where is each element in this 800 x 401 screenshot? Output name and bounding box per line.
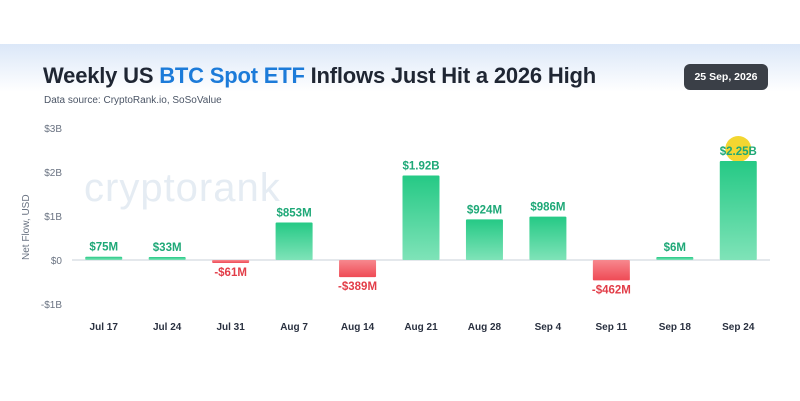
bar-jul-17	[85, 256, 123, 260]
data-label: $75M	[89, 242, 118, 254]
y-axis-title: Net Flow, USD	[21, 194, 32, 260]
x-tick-label: Aug 21	[404, 322, 438, 333]
x-axis: Jul 17 Jul 24 Jul 31 Aug 7 Aug 14 Aug 21 Aug 2…	[90, 322, 755, 333]
x-tick-label: Aug 14	[341, 322, 375, 333]
x-tick-label: Aug 7	[280, 322, 308, 333]
title-highlight: BTC Spot ETF	[159, 63, 305, 88]
x-tick-label: Sep 4	[535, 322, 562, 333]
x-tick-label: Sep 24	[722, 322, 755, 333]
data-label: -$462M	[592, 284, 631, 296]
data-source-subtitle: Data source: CryptoRank.io, SoSoValue	[44, 95, 222, 106]
data-label: $853M	[277, 207, 312, 219]
bar-sep-18	[656, 257, 694, 260]
bar-aug-21	[402, 175, 440, 260]
bar-sep-4	[529, 216, 567, 260]
data-label: $986M	[530, 202, 565, 214]
data-label: -$389M	[338, 281, 377, 293]
bar-sep-11	[592, 260, 630, 281]
data-labels: $75M $33M -$61M $853M -$389M $1.92B $924M $986M…	[89, 146, 756, 296]
x-tick-label: Sep 18	[659, 322, 692, 333]
x-tick-label: Jul 31	[216, 322, 245, 333]
title-prefix: Weekly US	[43, 63, 160, 88]
title-suffix: Inflows Just Hit a 2026 High	[304, 63, 597, 88]
bar-sep-24	[719, 161, 757, 260]
data-label: $6M	[664, 242, 686, 254]
bar-aug-28	[465, 219, 503, 260]
chart-card: Weekly US BTC Spot ETF Inflows Just Hit …	[0, 44, 800, 344]
chart-title: Weekly US BTC Spot ETF Inflows Just Hit …	[43, 63, 596, 89]
x-tick-label: Aug 28	[468, 322, 502, 333]
highlight-marker	[725, 136, 752, 162]
bar-jul-24	[148, 257, 186, 260]
data-label: $1.92B	[402, 161, 439, 173]
data-label: $924M	[467, 204, 502, 216]
watermark-logo: cryptorank	[84, 166, 281, 210]
data-label: $2.25B	[720, 146, 757, 158]
x-tick-label: Sep 11	[596, 322, 628, 333]
bar-aug-7	[275, 222, 313, 260]
y-tick-label: $0	[51, 256, 63, 267]
bars	[85, 136, 757, 281]
y-tick-label: -$1B	[41, 300, 62, 311]
y-tick-label: $2B	[44, 168, 62, 179]
bar-jul-31	[212, 260, 250, 263]
x-tick-label: Jul 17	[90, 322, 119, 333]
bar-chart: cryptorank -$1B $0 $1B $2B $3B $75M $33M -$61M…	[21, 124, 770, 333]
y-tick-label: $1B	[44, 212, 62, 223]
data-label: $33M	[153, 242, 182, 254]
date-badge: 25 Sep, 2026	[684, 64, 768, 90]
bar-aug-14	[339, 260, 377, 278]
data-label: -$61M	[214, 267, 247, 279]
y-tick-label: $3B	[44, 124, 62, 135]
x-tick-label: Jul 24	[153, 322, 182, 333]
